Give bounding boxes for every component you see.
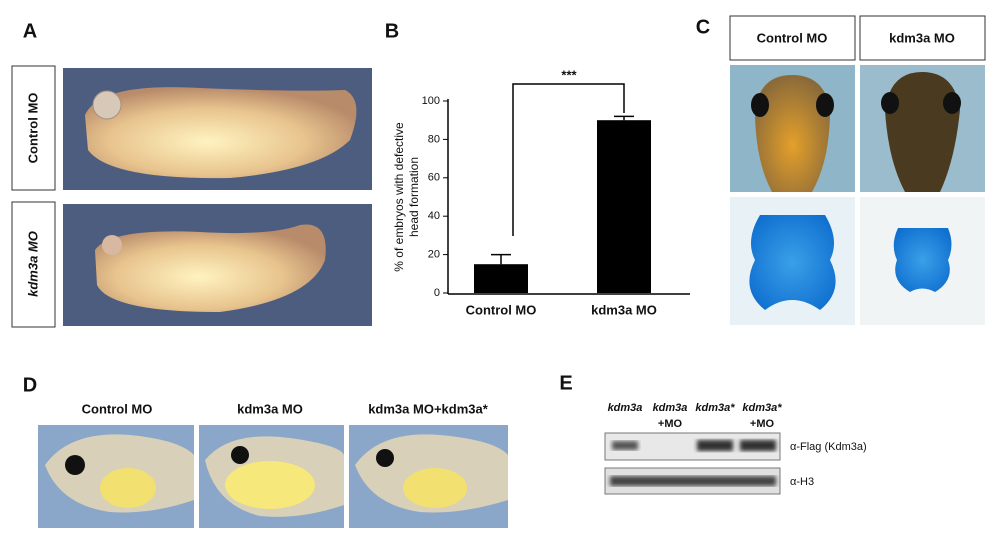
cartilage-image	[860, 197, 985, 325]
lane-label: +MO	[750, 418, 775, 430]
column-label: kdm3a MO	[889, 30, 955, 45]
tadpole-image	[199, 425, 344, 528]
y-tick-label: 80	[428, 133, 440, 145]
panel-label: B	[385, 20, 399, 42]
x-tick-label: kdm3a MO	[591, 302, 657, 317]
y-tick-label: 60	[428, 172, 440, 184]
lane-label: kdm3a	[608, 402, 643, 414]
column-label: kdm3a MO+kdm3a*	[368, 401, 489, 416]
x-tick-label: Control MO	[466, 302, 537, 317]
error-bar	[491, 253, 511, 265]
head-image	[730, 65, 855, 192]
lane-label: kdm3a*	[742, 402, 782, 414]
column-label: kdm3a MO	[237, 401, 303, 416]
blot	[604, 432, 781, 461]
panel-label: A	[23, 20, 37, 42]
y-tick-label: 40	[428, 210, 440, 222]
significance-bracket	[512, 83, 625, 236]
row-label: kdm3a MO	[25, 231, 40, 297]
y-tick-label: 100	[422, 95, 440, 107]
row-label: α-H3	[790, 476, 814, 488]
blot	[604, 467, 781, 495]
lane-label: kdm3a*	[695, 402, 735, 414]
label-box	[11, 201, 56, 328]
label-box	[11, 65, 56, 191]
column-label: Control MO	[82, 401, 153, 416]
lane-label: +MO	[658, 418, 683, 430]
y-tick-label: 20	[428, 249, 440, 261]
tadpole-image	[38, 425, 194, 528]
embryo-image	[63, 204, 372, 326]
bar-chart: % of embryos with defective head formati…	[392, 67, 690, 317]
cartilage-image	[730, 197, 855, 325]
y-axis-label: head formation	[407, 157, 421, 237]
panel-label: E	[559, 372, 572, 394]
panel-label: C	[696, 16, 710, 38]
error-bar	[614, 115, 634, 121]
row-label: Control MO	[25, 93, 40, 164]
head-image	[860, 65, 985, 192]
tadpole-image	[349, 425, 508, 528]
bar	[597, 120, 651, 293]
bar	[474, 264, 528, 293]
annotation: ***	[561, 67, 577, 82]
row-label: α-Flag (Kdm3a)	[790, 441, 867, 453]
label-box	[859, 15, 986, 61]
lane-label: kdm3a	[653, 402, 688, 414]
y-tick-label: 0	[434, 287, 440, 299]
panel-label: D	[23, 374, 37, 396]
embryo-image	[63, 68, 372, 190]
column-label: Control MO	[757, 30, 828, 45]
label-box	[729, 15, 856, 61]
y-axis-label: % of embryos with defective	[392, 122, 406, 272]
